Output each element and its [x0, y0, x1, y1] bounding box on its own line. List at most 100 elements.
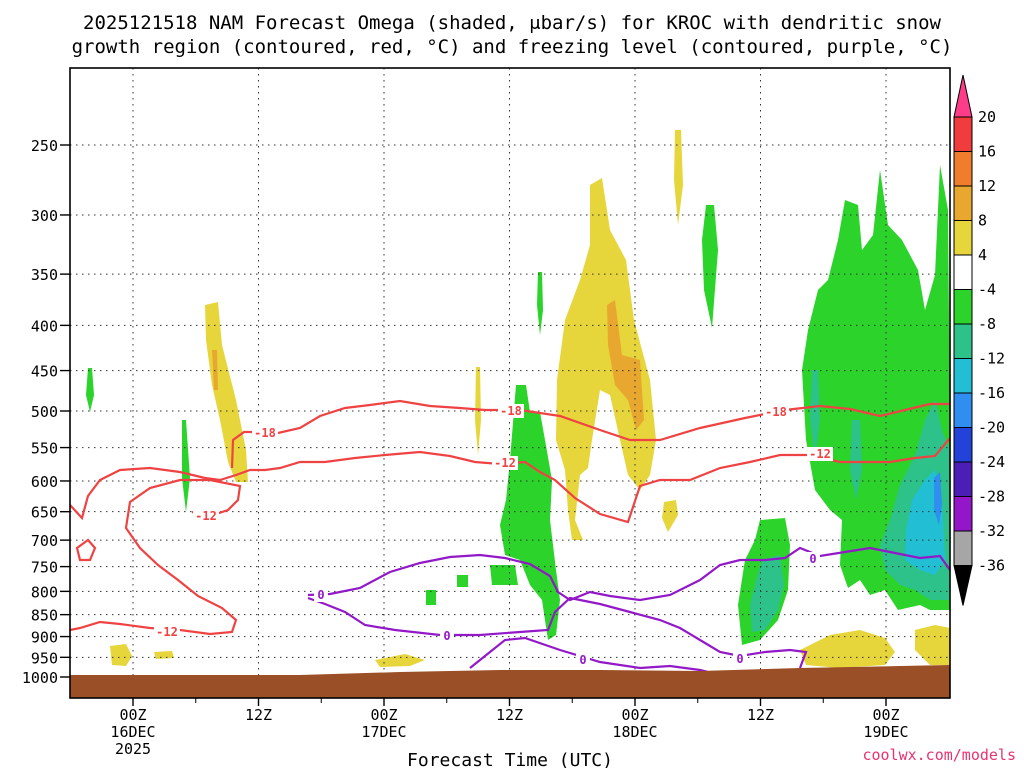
shade-green-7 — [457, 575, 468, 587]
shade-yellow-10 — [915, 625, 950, 665]
colorbar: 20 16 12 8 4 -4 -8 -12 -16 -20 -24 -28 -32 -36 — [953, 74, 1005, 606]
shade-yellow-4 — [662, 500, 678, 532]
contour-label-minus18-b: -18 — [500, 404, 522, 418]
contour-label-zero-e: 0 — [809, 552, 816, 566]
ytick-label-250: 250 — [31, 137, 58, 155]
colorbar-segment-9 — [953, 427, 973, 463]
xtick-label-4: 00Z — [621, 706, 648, 724]
shade-teal-1 — [750, 555, 784, 632]
colorbar-label--4: -4 — [978, 281, 996, 299]
contour-label-minus12-a: -12 — [195, 509, 217, 523]
ytick-label-900: 900 — [31, 629, 58, 647]
contour-label-zero-d: 0 — [736, 652, 743, 666]
ytick-label-650: 650 — [31, 504, 58, 522]
shade-green-5 — [500, 385, 560, 640]
shade-green-6 — [490, 565, 518, 585]
contour-label-minus12-c: -12 — [809, 447, 831, 461]
contour-label-zero-a: 0 — [317, 588, 324, 602]
colorbar-label--28: -28 — [978, 488, 1005, 506]
shade-yellow-9 — [800, 630, 895, 668]
contour-label-minus12-b: -12 — [494, 456, 516, 470]
colorbar-segment-0 — [953, 116, 973, 152]
ground-terrain — [70, 665, 950, 698]
ytick-label-550: 550 — [31, 440, 58, 458]
ytick-label-600: 600 — [31, 473, 58, 491]
colorbar-top-arrow — [953, 74, 973, 118]
colorbar-segment-6 — [953, 323, 973, 359]
contour-label-zero-c: 0 — [579, 653, 586, 667]
ytick-label-350: 350 — [31, 266, 58, 284]
xtick-date-6: 19DEC — [863, 723, 908, 741]
ytick-label-500: 500 — [31, 403, 58, 421]
xtick-date-2: 17DEC — [361, 723, 406, 741]
chart-title-line2: growth region (contoured, red, °C) and f… — [72, 36, 953, 58]
shade-yellow-2 — [556, 178, 656, 540]
colorbar-label--24: -24 — [978, 453, 1005, 471]
shade-green-1 — [86, 368, 94, 412]
contour-minus12-lower — [69, 478, 242, 636]
xtick-date-0: 16DEC — [110, 723, 155, 741]
colorbar-label-12: 12 — [978, 177, 996, 195]
colorbar-label--8: -8 — [978, 315, 996, 333]
contour-freezing-lower — [307, 596, 808, 669]
contour-label-minus18-c: -18 — [765, 405, 787, 419]
chart-title-line1: 2025121518 NAM Forecast Omega (shaded, μ… — [83, 12, 941, 34]
shade-green-4 — [702, 205, 718, 328]
ytick-label-800: 800 — [31, 583, 58, 601]
shade-teal-4 — [850, 420, 862, 500]
xtick-label-0: 00Z — [119, 706, 146, 724]
contour-minus12-small — [75, 538, 97, 562]
xtick-label-2: 00Z — [370, 706, 397, 724]
contour-minus12-upper — [69, 437, 951, 524]
ytick-label-1000: 1000 — [22, 669, 58, 687]
contour-freezing-upper — [307, 546, 951, 602]
x-axis-label: Forecast Time (UTC) — [407, 750, 613, 768]
shade-green-8 — [426, 590, 436, 605]
contour-label-minus12-d: -12 — [156, 625, 178, 639]
shade-green-3 — [537, 272, 543, 335]
xtick-label-3: 12Z — [496, 706, 523, 724]
colorbar-segment-11 — [953, 496, 973, 532]
colorbar-segment-12 — [953, 530, 973, 566]
colorbar-label-20: 20 — [978, 108, 996, 126]
xtick-year-0: 2025 — [115, 740, 151, 758]
colorbar-segment-4 — [953, 254, 973, 290]
shade-green-2 — [182, 420, 190, 512]
shade-yellow-3 — [674, 130, 683, 225]
colorbar-label--32: -32 — [978, 522, 1005, 540]
colorbar-segment-1 — [953, 151, 973, 187]
shade-yellow-7 — [154, 651, 174, 659]
xtick-label-5: 12Z — [747, 706, 774, 724]
colorbar-bottom-arrow — [953, 565, 973, 606]
shade-teal-3 — [810, 370, 820, 460]
colorbar-label--12: -12 — [978, 350, 1005, 368]
ytick-label-950: 950 — [31, 649, 58, 667]
colorbar-segment-10 — [953, 461, 973, 497]
credit-text: coolwx.com/models — [862, 746, 1016, 764]
colorbar-label--36: -36 — [978, 557, 1005, 575]
shade-orange-2 — [212, 350, 218, 390]
contour-labels: -18 -18 -18 -12 -12 -12 -12 0 0 0 0 0 — [154, 404, 833, 667]
ytick-label-300: 300 — [31, 207, 58, 225]
ytick-label-750: 750 — [31, 559, 58, 577]
colorbar-label-8: 8 — [978, 212, 987, 230]
colorbar-label-4: 4 — [978, 246, 987, 264]
contour-label-minus18-a: -18 — [254, 426, 276, 440]
colorbar-segment-2 — [953, 185, 973, 221]
ytick-label-450: 450 — [31, 363, 58, 381]
contour-label-zero-b: 0 — [443, 629, 450, 643]
xtick-label-1: 12Z — [245, 706, 272, 724]
omega-shading — [86, 130, 950, 668]
colorbar-segment-8 — [953, 392, 973, 428]
pressure-gridlines — [70, 144, 950, 658]
ytick-label-700: 700 — [31, 532, 58, 550]
shade-orange-1 — [607, 300, 644, 430]
colorbar-label--16: -16 — [978, 384, 1005, 402]
y-axis: 250 300 350 400 450 500 550 600 650 700 750 800 850 9… — [22, 137, 70, 687]
colorbar-label-16: 16 — [978, 143, 996, 161]
colorbar-label--20: -20 — [978, 419, 1005, 437]
colorbar-segment-5 — [953, 289, 973, 325]
xtick-date-4: 18DEC — [612, 723, 657, 741]
